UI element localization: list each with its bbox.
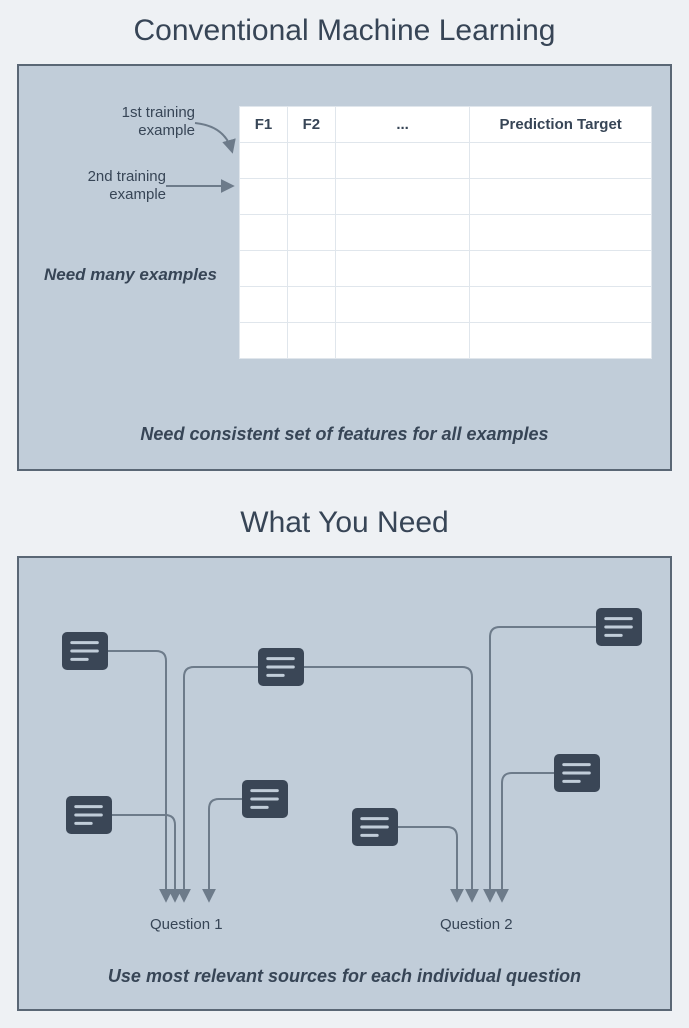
question-1-label: Question 1 [150, 916, 223, 933]
table-header: F2 [287, 107, 335, 143]
question-2-label: Question 2 [440, 916, 513, 933]
table-row [240, 215, 652, 251]
table-row [240, 179, 652, 215]
top-title: Conventional Machine Learning [0, 14, 689, 48]
table-header: F1 [240, 107, 288, 143]
bottom-title: What You Need [0, 506, 689, 540]
table-row [240, 287, 652, 323]
table-header: ... [335, 107, 470, 143]
many-examples-note: Need many examples [44, 265, 217, 285]
relevant-sources-note: Use most relevant sources for each indiv… [0, 966, 689, 987]
row2-label: 2nd training example [36, 168, 166, 204]
table-header: Prediction Target [470, 107, 652, 143]
consistent-features-note: Need consistent set of features for all … [0, 424, 689, 445]
table-row [240, 323, 652, 359]
table-row [240, 251, 652, 287]
bottom-panel [17, 556, 672, 1011]
table-row [240, 143, 652, 179]
feature-table: F1F2...Prediction Target [239, 106, 652, 359]
row1-label: 1st training example [65, 104, 195, 140]
